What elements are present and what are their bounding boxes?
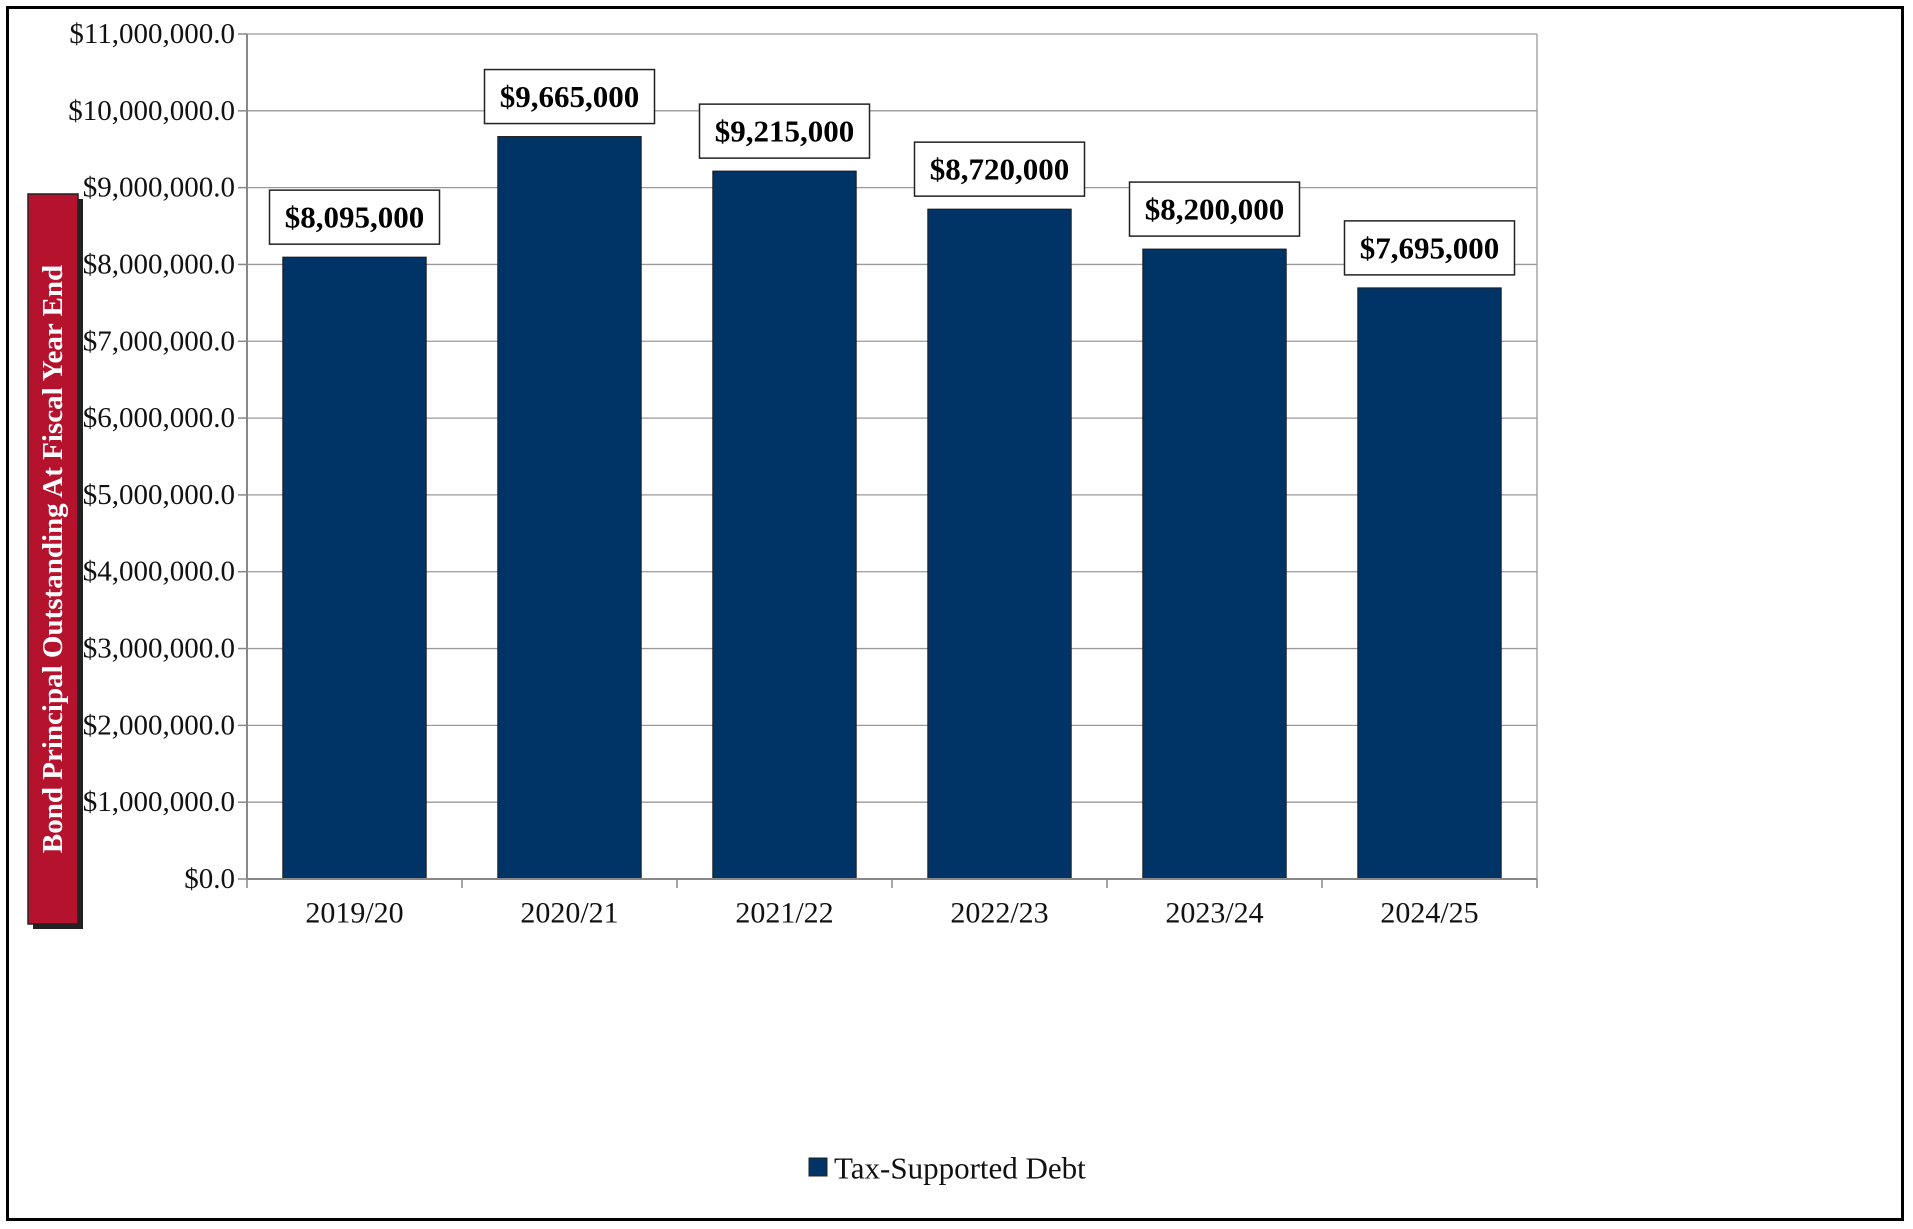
x-category-label: 2023/24 [1165,897,1263,930]
y-tick-label: $5,000,000.0 [83,479,235,511]
y-tick-label: $11,000,000.0 [69,18,235,50]
x-category-label: 2024/25 [1380,897,1478,930]
y-tick-label: $8,000,000.0 [83,248,235,280]
data-label: $7,695,000 [1360,230,1500,265]
x-category-label: 2022/23 [950,897,1048,930]
x-category-label: 2019/20 [305,897,403,930]
legend-swatch [808,1157,828,1177]
data-label-box [1128,181,1301,237]
data-label: $9,665,000 [500,79,640,114]
y-tick-label: $2,000,000.0 [83,709,235,741]
gridlines [247,33,1538,879]
y-axis-tick-labels: $0.0 $1,000,000.0 $2,000,000.0 $3,000,000.0… [68,18,235,895]
data-label-box [483,68,656,125]
bar [497,136,642,880]
bar [712,170,857,880]
bar [1357,287,1502,880]
bar [282,256,427,880]
legend-label: Tax-Supported Debt [834,1151,1086,1186]
data-label-box [1343,220,1516,276]
data-label-box [268,189,441,245]
y-tick-label: $7,000,000.0 [83,325,235,357]
legend: Tax-Supported Debt [808,1151,1086,1186]
y-tick-label: $1,000,000.0 [83,786,235,818]
chart-frame: $0.0 $1,000,000.0 $2,000,000.0 $3,000,000.0… [6,6,1904,1221]
data-label: $8,200,000 [1145,192,1285,227]
bar [927,208,1072,880]
y-axis-label-box [27,193,79,925]
data-label: $9,215,000 [715,114,855,149]
y-axis-label: Bond Principal Outstanding At Fiscal Yea… [27,193,83,929]
data-label: $8,720,000 [930,152,1070,187]
bar [1142,248,1287,880]
x-category-label: 2021/22 [735,897,833,930]
y-tick-label: $0.0 [184,863,235,895]
axes [238,33,1538,888]
y-axis-label-text: Bond Principal Outstanding At Fiscal Yea… [37,265,69,853]
data-label-box [698,103,871,159]
y-tick-label: $6,000,000.0 [83,402,235,434]
bar-chart: $0.0 $1,000,000.0 $2,000,000.0 $3,000,000.0… [27,18,1538,1186]
data-label-box [913,141,1086,197]
y-tick-label: $10,000,000.0 [68,95,235,127]
data-label: $8,095,000 [285,200,425,235]
x-axis-category-labels: 2019/20 2020/21 2021/22 2022/23 2023/24 2024/… [305,897,1478,930]
data-labels: $8,095,000 $9,665,000 $9,215,000 $8,720,000… [268,68,1516,276]
bars [282,136,1502,880]
y-tick-label: $3,000,000.0 [83,633,235,665]
y-tick-label: $9,000,000.0 [83,172,235,204]
y-tick-label: $4,000,000.0 [83,556,235,588]
x-category-label: 2020/21 [520,897,618,930]
